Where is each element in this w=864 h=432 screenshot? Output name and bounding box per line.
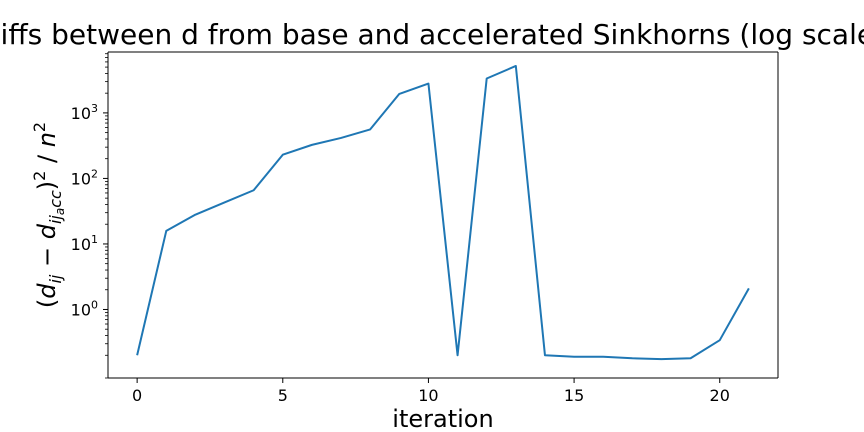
x-tick-label: 10 [418, 386, 438, 405]
y-tick-label: 103 [71, 102, 98, 123]
x-tick-label: 20 [710, 386, 730, 405]
x-tick-label: 5 [278, 386, 288, 405]
x-tick-label: 0 [132, 386, 142, 405]
series-group [136, 64, 750, 361]
y-axis-label-d2: d [33, 223, 61, 239]
y-axis-label-sub-cc: cc [46, 190, 65, 208]
y-axis-label: (dij − dijacc)2 / n2 [30, 122, 67, 308]
y-axis-label-sub-ij: ij [46, 274, 65, 283]
y-axis-label-n-sq: 2 [30, 122, 49, 132]
y-axis-label-n: n [33, 132, 61, 147]
y-tick-label: 100 [71, 298, 98, 319]
y-axis-label-d: d [33, 283, 61, 299]
y-axis-label-slash: / [33, 147, 61, 170]
y-axis-label-open: ( [33, 299, 61, 308]
y-axis-label-sub-a: a [53, 208, 67, 215]
y-axis-label-close: ) [33, 181, 61, 190]
y-axis-label-sub-ij2: ij [46, 215, 65, 224]
x-axis-ticks: 0 5 10 15 20 [132, 378, 730, 405]
y-tick-label: 102 [71, 167, 98, 188]
y-axis-ticks: 100 101 102 103 [71, 102, 108, 319]
y-axis-label-minus: − [33, 239, 61, 274]
y-tick-label: 101 [71, 233, 98, 254]
series-line [136, 64, 750, 361]
y-axis-label-sq: 2 [30, 171, 49, 181]
x-axis-label: iteration [392, 405, 493, 432]
x-tick-label: 15 [564, 386, 584, 405]
chart-title: Diffs between d from base and accelerate… [0, 18, 864, 51]
y-axis-minor-ticks [105, 53, 108, 379]
